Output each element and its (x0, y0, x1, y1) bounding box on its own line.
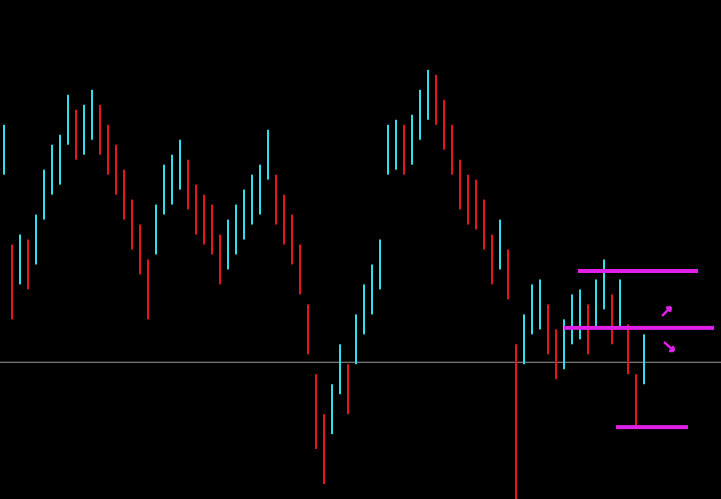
arrow-down (663, 341, 676, 353)
arrow-up (661, 305, 673, 317)
